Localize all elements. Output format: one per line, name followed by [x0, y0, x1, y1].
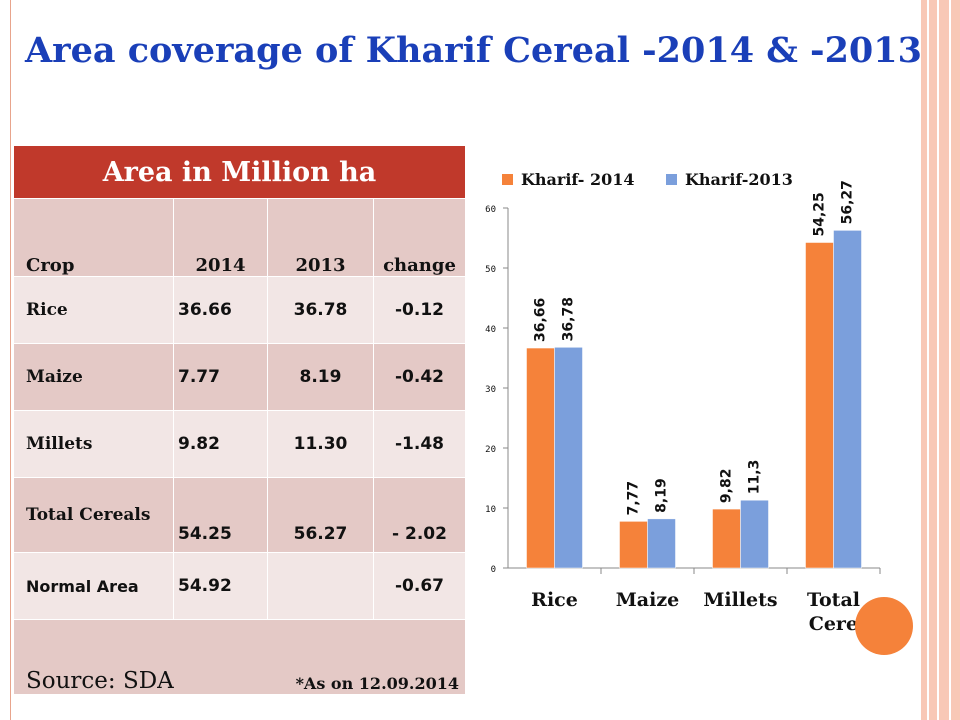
table-row: Maize 7.77 8.19 -0.42	[13, 343, 466, 411]
value-change: -1.48	[373, 410, 466, 478]
crop-name: Millets	[13, 410, 174, 478]
value-2014: 7.77	[173, 343, 268, 411]
value-2014: 54.92	[173, 552, 268, 620]
value-change: -0.42	[373, 343, 466, 411]
chart-categories: Rice Maize Millets Total Cereals	[531, 589, 888, 635]
bar	[647, 518, 676, 569]
col-header-change: change	[373, 198, 466, 277]
data-label: 11,3	[747, 460, 763, 495]
crop-name: Maize	[13, 343, 174, 411]
slide-title: Area coverage of Kharif Cereal -2014 & -…	[25, 30, 922, 71]
col-header-crop: Crop	[13, 198, 174, 277]
crop-name: Normal Area	[13, 552, 174, 620]
value-2013: 56.27	[267, 477, 374, 553]
bar	[805, 242, 834, 569]
bar	[712, 508, 741, 569]
y-tick-label: 10	[485, 505, 496, 515]
category-label: Rice	[531, 589, 578, 611]
chart-legend: Kharif- 2014 Kharif-2013	[502, 170, 793, 189]
data-label: 8,19	[654, 478, 670, 513]
table-row: Rice 36.66 36.78 -0.12	[13, 276, 466, 344]
category-label: Millets	[703, 589, 777, 611]
legend-label: Kharif-2013	[685, 170, 793, 189]
bar-chart: Kharif- 2014 Kharif-2013 0 10 20 30 40 50 60 36…	[485, 170, 888, 635]
y-tick-label: 50	[485, 265, 496, 275]
data-label: 36,66	[533, 298, 549, 342]
value-2014: 54.25	[173, 477, 268, 553]
data-label: 36,78	[561, 297, 577, 341]
chart-bars: 36,66 36,78 7,77 8,19 9,82 11,3 54,25 56,27	[526, 180, 862, 569]
y-tick-label: 0	[491, 565, 496, 575]
value-2013: 11.30	[267, 410, 374, 478]
legend-swatch	[502, 174, 513, 185]
crop-name: Rice	[13, 276, 174, 344]
col-header-2014: 2014	[173, 198, 268, 277]
left-border	[0, 0, 11, 720]
bar	[833, 230, 862, 569]
value-change: - 2.02	[373, 477, 466, 553]
value-change: -0.12	[373, 276, 466, 344]
source-text: Source: SDA	[26, 668, 174, 694]
y-tick-label: 30	[485, 385, 496, 395]
right-border	[921, 0, 960, 720]
col-header-2013: 2013	[267, 198, 374, 277]
table-row: Normal Area 54.92 -0.67	[13, 552, 466, 620]
legend-swatch	[666, 174, 677, 185]
y-tick-label: 40	[485, 325, 496, 335]
value-2013: 36.78	[267, 276, 374, 344]
decorative-circle	[855, 597, 913, 655]
value-2013: 8.19	[267, 343, 374, 411]
y-tick-label: 60	[485, 205, 496, 215]
value-2014: 36.66	[173, 276, 268, 344]
table-row: Total Cereals 54.25 56.27 - 2.02	[13, 477, 466, 553]
value-change: -0.67	[373, 552, 466, 620]
y-tick-label: 20	[485, 445, 496, 455]
value-2014: 9.82	[173, 410, 268, 478]
data-label: 54,25	[812, 192, 828, 236]
data-label: 7,77	[626, 481, 642, 516]
bar	[526, 347, 555, 569]
table-header: Area in Million ha	[13, 145, 466, 199]
bar	[554, 347, 583, 569]
source-cell: Source: SDA *As on 12.09.2014	[13, 619, 466, 695]
legend-label: Kharif- 2014	[521, 170, 634, 189]
area-table: Area in Million ha Crop 2014 2013 change…	[13, 145, 466, 695]
data-label: 56,27	[840, 180, 856, 224]
crop-name: Total Cereals	[13, 477, 174, 553]
as-on-date: *As on 12.09.2014	[295, 674, 459, 693]
bar	[740, 499, 769, 569]
value-2013	[267, 552, 374, 620]
data-label: 9,82	[719, 469, 735, 504]
bar	[619, 521, 648, 569]
table-row: Millets 9.82 11.30 -1.48	[13, 410, 466, 478]
category-label: Maize	[616, 589, 679, 611]
